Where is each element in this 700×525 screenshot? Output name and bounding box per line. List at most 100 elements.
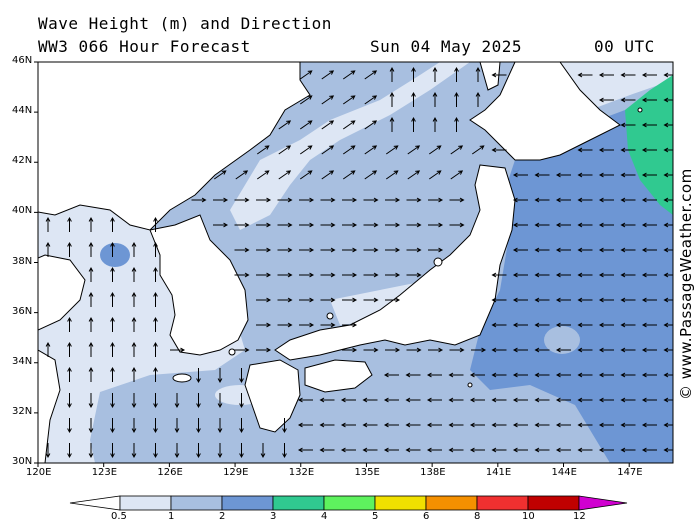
wave-arrow [534, 347, 550, 353]
wave-arrow [577, 197, 593, 203]
wave-arrow [411, 116, 416, 132]
wave-arrow [534, 247, 550, 253]
wave-arrow [555, 222, 571, 228]
wave-arrow [297, 397, 313, 403]
wave-arrow [641, 347, 657, 353]
wave-arrow [342, 170, 356, 180]
colorbar-label: 3 [270, 511, 277, 522]
wave-arrow [663, 272, 673, 278]
colorbar-segment [119, 495, 172, 511]
wave-arrow [153, 316, 158, 332]
wave-arrow [620, 197, 636, 203]
lon-tick-label: 126E [157, 467, 183, 478]
wave-arrow [641, 447, 657, 453]
wave-arrow [320, 222, 336, 228]
wave-arrow [405, 372, 421, 378]
wave-arrow [491, 347, 507, 353]
colorbar-label: 8 [474, 511, 481, 522]
wave-arrow [299, 170, 313, 180]
land-jeju [172, 373, 192, 383]
wave-arrow [131, 393, 137, 409]
wave-arrow [598, 422, 614, 428]
wave-arrow [620, 122, 636, 128]
wave-arrow [45, 341, 51, 357]
wave-arrow [342, 347, 358, 353]
wave-arrow [663, 347, 673, 353]
wave-arrow [256, 247, 272, 253]
wave-arrow [406, 222, 422, 228]
wave-arrow [491, 422, 507, 428]
wave-arrow [598, 72, 614, 78]
wave-arrow [406, 347, 422, 353]
lat-tick-label: 40N [12, 205, 33, 217]
land-china-south [38, 349, 61, 463]
wave-arrow [364, 70, 378, 80]
wave-arrow [469, 422, 485, 428]
land-east-china [38, 254, 86, 331]
wave-arrow [363, 297, 379, 303]
wave-arrow [256, 145, 270, 155]
wave-arrow [282, 418, 287, 434]
lat-tick-label: 38N [12, 255, 33, 267]
wave-arrow [411, 66, 416, 82]
wave-arrow [449, 197, 465, 203]
wave-arrow [598, 147, 614, 153]
wave-arrow [663, 247, 673, 253]
wave-arrow [363, 247, 379, 253]
wave-arrow [534, 297, 550, 303]
wave-arrow [620, 272, 636, 278]
wave-arrow [278, 120, 292, 130]
land-tsushima [228, 348, 236, 356]
wave-arrow [362, 447, 378, 453]
wave-arrow [534, 222, 550, 228]
wave-arrow [239, 443, 244, 459]
wave-arrow [620, 222, 636, 228]
wave-arrow [110, 241, 115, 257]
wave-arrow [110, 443, 115, 459]
wave-arrow [620, 147, 636, 153]
wave-arrow [620, 172, 636, 178]
wave-arrow [153, 266, 158, 282]
sea-2to3m-pacific [470, 95, 673, 463]
lat-tick-label: 44N [12, 105, 33, 117]
wave-arrow [320, 197, 336, 203]
axis-ticks [34, 61, 630, 467]
wave-arrow [577, 397, 593, 403]
wave-arrow [191, 197, 207, 203]
wave-arrow [469, 447, 485, 453]
wave-arrow [153, 341, 158, 357]
wave-arrow [256, 170, 270, 180]
colorbar-segment [221, 495, 274, 511]
wave-arrow [407, 145, 421, 155]
wave-arrow [234, 222, 250, 228]
wave-arrow [110, 366, 115, 382]
wave-arrow [131, 341, 137, 357]
wave-arrow [577, 297, 593, 303]
wave-arrow [217, 443, 223, 459]
wave-arrow [491, 147, 507, 153]
wave-arrow [475, 91, 481, 107]
wave-arrow [405, 397, 421, 403]
wave-arrow [234, 347, 250, 353]
wave-arrow [196, 443, 201, 459]
wave-arrow [512, 297, 528, 303]
wave-arrow [278, 145, 292, 155]
wave-arrow [321, 70, 335, 80]
wave-arrow [641, 72, 657, 78]
colorbar-segment [272, 495, 325, 511]
wave-arrow [598, 197, 614, 203]
wave-arrow [299, 222, 315, 228]
wave-arrow [471, 347, 487, 353]
wave-arrow [663, 372, 673, 378]
wave-arrow [153, 366, 158, 382]
lon-tick-label: 144E [551, 467, 577, 478]
wave-arrow [534, 272, 550, 278]
wave-arrow [110, 393, 115, 409]
wave-arrow [454, 116, 459, 132]
wave-arrow [389, 116, 395, 132]
wave-arrow [534, 322, 550, 328]
wave-arrow [448, 397, 464, 403]
wave-arrow [320, 247, 336, 253]
wave-arrow [449, 222, 465, 228]
wave-arrow [239, 393, 244, 409]
